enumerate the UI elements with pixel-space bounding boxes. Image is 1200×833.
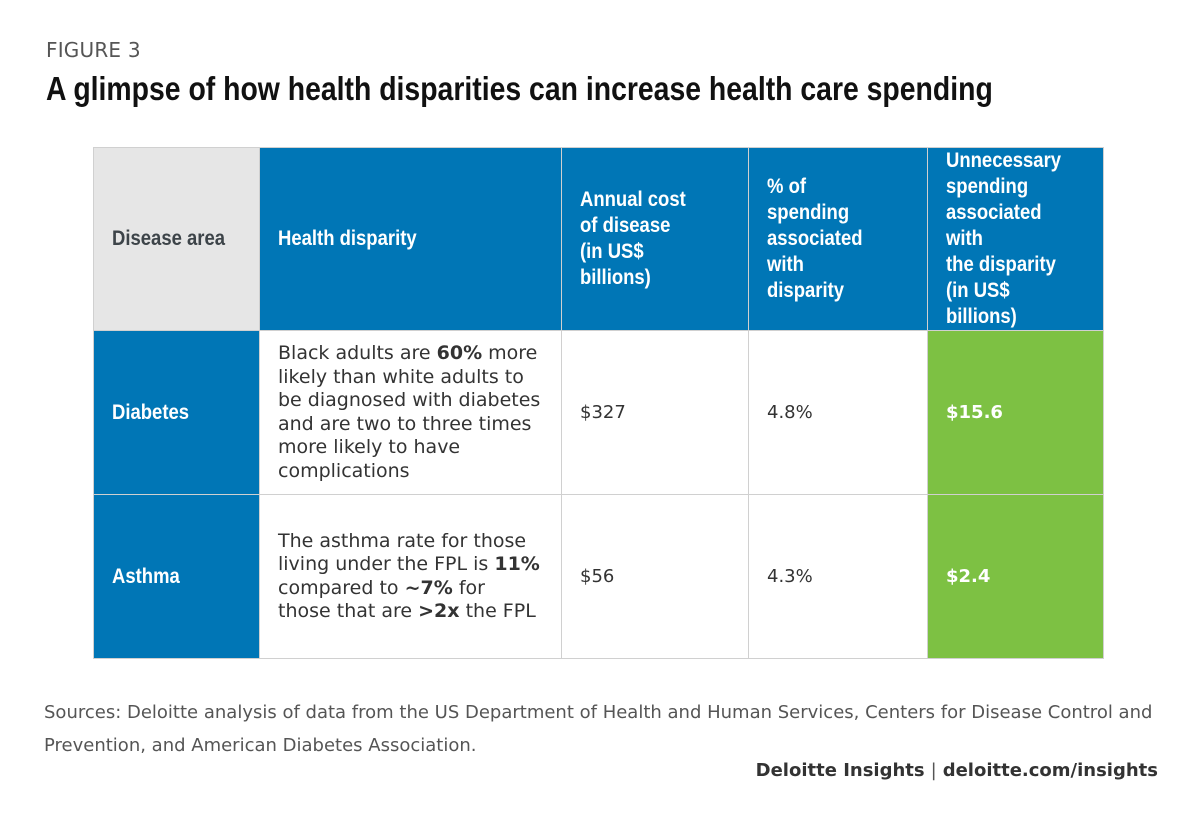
pct-spending-cell: 4.3% — [748, 494, 928, 659]
disparity-highlight: 60% — [436, 342, 483, 364]
disparity-text: The asthma rate for those living under t… — [278, 529, 527, 576]
disparity-text: Black adults are — [278, 342, 437, 364]
table-row: Asthma The asthma rate for those living … — [93, 494, 1104, 659]
disparity-cell: Black adults are 60% more likely than wh… — [259, 330, 562, 495]
pct-spending-cell: 4.8% — [748, 330, 928, 495]
disparity-cell: The asthma rate for those living under t… — [259, 494, 562, 659]
header-line: % of spending — [767, 175, 850, 224]
disparity-text: for those that are — [278, 576, 485, 623]
brand-separator: | — [930, 760, 937, 781]
disparity-table: Disease area Health disparity Annual cos… — [93, 147, 1104, 659]
header-line: Annual cost — [580, 188, 686, 211]
disparity-highlight: >2x — [418, 600, 460, 622]
disease-area-cell: Asthma — [93, 494, 260, 659]
column-header-unnecessary-spending: Unnecessary spending associated with the di… — [927, 147, 1104, 331]
header-line: spending — [946, 175, 1029, 198]
brand-footer: Deloitte Insights | deloitte.com/insights — [756, 760, 1158, 781]
disparity-text: more likely than white adults to be diag… — [278, 342, 541, 482]
column-header-annual-cost: Annual cost of disease (in US$ billions) — [561, 147, 749, 331]
header-line: the disparity — [946, 253, 1056, 276]
annual-cost-cell: $327 — [561, 330, 749, 495]
annual-cost-cell: $56 — [561, 494, 749, 659]
column-header-health-disparity: Health disparity — [259, 147, 562, 331]
header-line: (in US$ billions) — [946, 279, 1017, 328]
unnecessary-spending-cell: $2.4 — [927, 494, 1104, 659]
disparity-highlight: 11% — [494, 553, 540, 575]
table-header-row: Disease area Health disparity Annual cos… — [93, 147, 1104, 331]
header-line: Disease area — [112, 227, 226, 250]
header-line: Health disparity — [278, 227, 417, 250]
header-line: associated with — [946, 201, 1042, 250]
brand-name: Deloitte Insights — [755, 760, 925, 781]
disease-area-cell: Diabetes — [93, 330, 260, 495]
table-row: Diabetes Black adults are 60% more likel… — [93, 330, 1104, 495]
column-header-disease-area: Disease area — [93, 147, 260, 331]
header-line: associated with — [767, 227, 863, 276]
disparity-text: the FPL — [459, 600, 536, 622]
disparity-text: compared to — [278, 576, 405, 599]
column-header-pct-spending: % of spending associated with disparity — [748, 147, 928, 331]
sources-note: Sources: Deloitte analysis of data from … — [44, 702, 1153, 756]
brand-url[interactable]: deloitte.com/insights — [942, 760, 1158, 781]
figure-title: A glimpse of how health disparities can … — [46, 70, 993, 107]
header-line: Unnecessary — [946, 149, 1062, 172]
header-line: (in US$ billions) — [580, 240, 651, 289]
unnecessary-spending-cell: $15.6 — [927, 330, 1104, 495]
figure-label: FIGURE 3 — [46, 38, 141, 62]
header-line: of disease — [580, 214, 671, 237]
disparity-highlight: ~7% — [404, 576, 453, 599]
header-line: disparity — [767, 279, 845, 302]
